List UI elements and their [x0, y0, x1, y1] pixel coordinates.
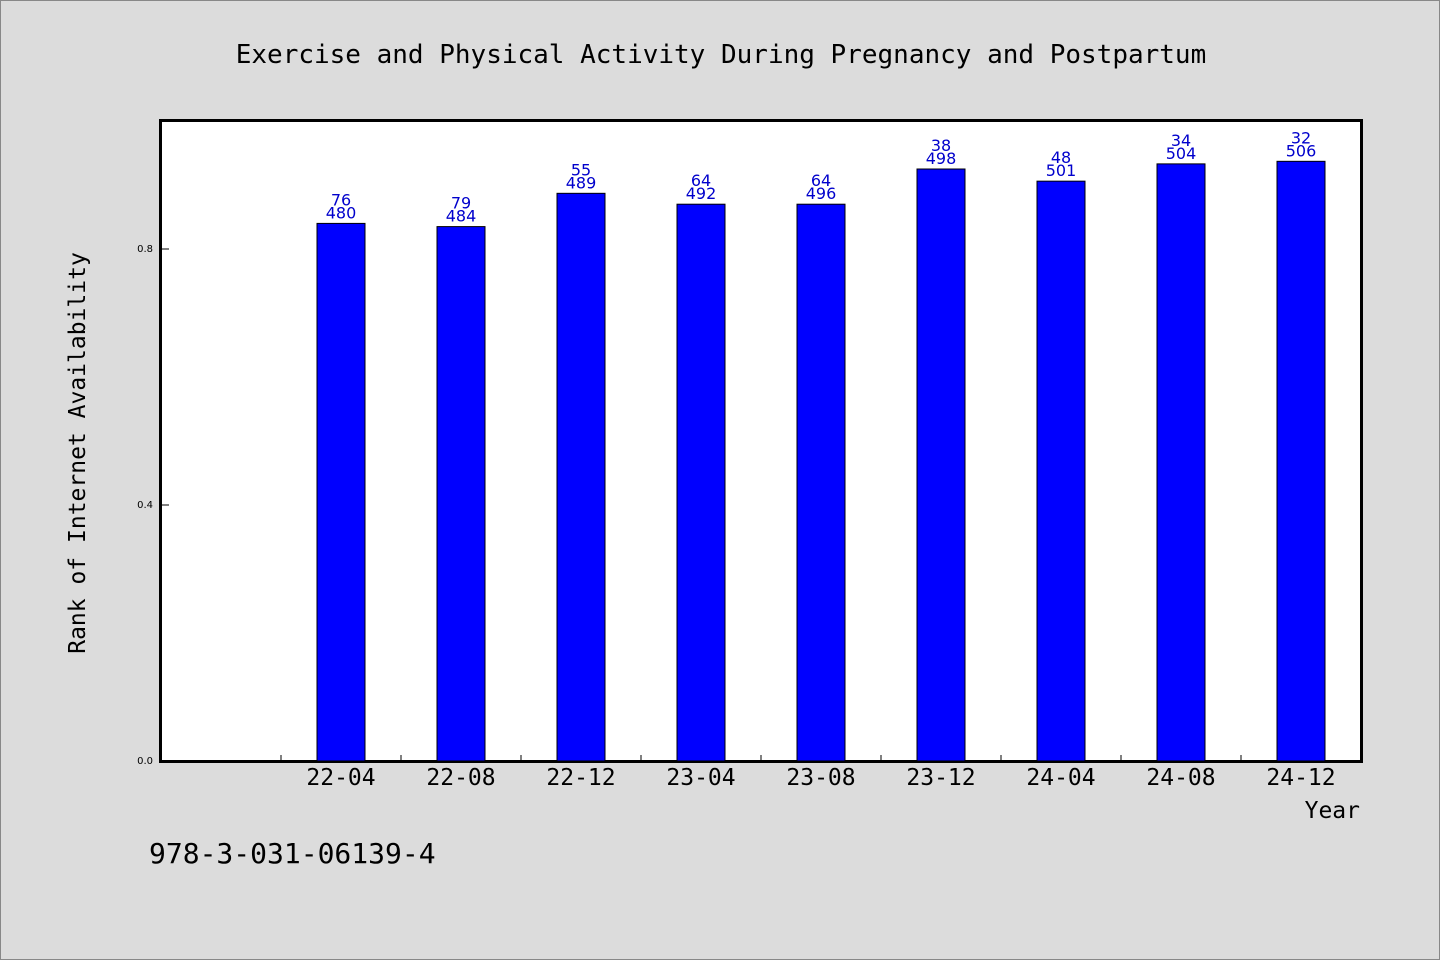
- bar: [916, 168, 966, 762]
- bar-label-top: 64: [691, 171, 711, 190]
- x-tick-label: 22-04: [306, 765, 375, 791]
- bar: [1036, 180, 1086, 762]
- y-tick-label: 0.8: [137, 244, 153, 255]
- x-tick-label: 22-12: [546, 765, 615, 791]
- bar: [1276, 160, 1326, 762]
- y-axis-label: Rank of Internet Availability: [65, 252, 91, 654]
- bar-label-top: 32: [1291, 128, 1311, 147]
- bar: [676, 203, 726, 762]
- footer-code: 978-3-031-06139-4: [149, 837, 436, 870]
- bar-label-top: 38: [931, 136, 951, 155]
- bar-label-bottom: 484: [446, 207, 477, 226]
- bar-label-bottom: 506: [1286, 141, 1317, 160]
- bar-label-bottom: 480: [326, 203, 357, 222]
- bar-label-bottom: 498: [926, 149, 957, 168]
- bar-label-bottom: 501: [1046, 161, 1077, 180]
- y-tick-label: 0.4: [137, 500, 153, 511]
- x-tick-label: 24-04: [1026, 765, 1095, 791]
- bar-label-top: 34: [1171, 131, 1191, 150]
- bar-series: [316, 160, 1326, 762]
- bar-label-bottom: 489: [566, 173, 597, 192]
- bar: [1156, 163, 1206, 762]
- x-tick-label: 23-04: [666, 765, 735, 791]
- x-tick-label: 24-08: [1146, 765, 1215, 791]
- bar: [796, 203, 846, 762]
- x-tick-label: 24-12: [1266, 765, 1335, 791]
- y-axis: 0.0 0.4 0.8: [137, 244, 169, 767]
- bar-label-top: 79: [451, 194, 471, 213]
- bar: [436, 226, 486, 762]
- bar-label-top: 48: [1051, 148, 1071, 167]
- x-axis: 22-04 22-08 22-12 23-04 23-08 23-12 24-04 24-08…: [280, 755, 1336, 791]
- bar-label-top: 55: [571, 160, 591, 179]
- x-tick-label: 22-08: [426, 765, 495, 791]
- bar: [316, 222, 366, 762]
- chart-title: Exercise and Physical Activity During Pr…: [236, 40, 1207, 70]
- y-tick-label: 0.0: [137, 756, 153, 767]
- bar: [556, 192, 606, 762]
- x-tick-label: 23-12: [906, 765, 975, 791]
- bar-label-top: 76: [331, 190, 351, 209]
- x-tick-label: 23-08: [786, 765, 855, 791]
- bar-label-bottom: 492: [686, 184, 717, 203]
- bar-label-top: 64: [811, 171, 831, 190]
- bar-label-bottom: 504: [1166, 144, 1197, 163]
- bar-label-bottom: 496: [806, 184, 837, 203]
- x-axis-label: Year: [1305, 798, 1360, 824]
